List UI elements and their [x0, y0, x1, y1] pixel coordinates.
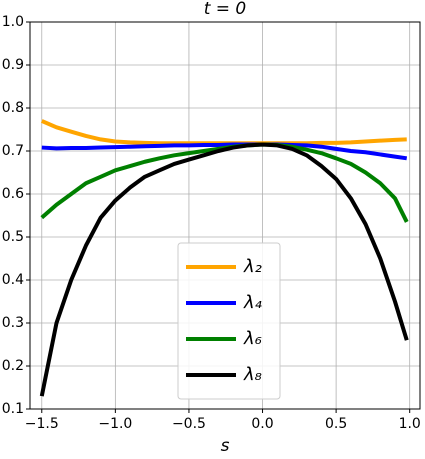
- y-tick-label: 0.3: [2, 315, 24, 331]
- x-axis-label: s: [221, 436, 230, 455]
- x-tick-label: 1.0: [399, 416, 421, 432]
- legend-label: λ₈: [243, 364, 262, 385]
- chart-title: t = 0: [204, 0, 247, 19]
- data-line: [40, 119, 407, 146]
- legend: λ₂ λ₄ λ₆ λ₈: [177, 242, 281, 400]
- data-line: [41, 142, 408, 161]
- legend-box: [177, 242, 281, 400]
- legend-label: λ₂: [243, 256, 262, 277]
- legend-label: λ₄: [243, 292, 263, 313]
- x-tick-label: 0.5: [325, 416, 347, 432]
- y-tick-label: 0.6: [2, 186, 24, 202]
- data-line: [40, 142, 409, 223]
- data-line: [39, 142, 409, 397]
- x-tick-label: −0.5: [172, 416, 206, 432]
- y-tick-label: 0.9: [2, 57, 24, 73]
- y-tick-label: 0.1: [2, 401, 24, 417]
- y-tick-label: 0.5: [2, 229, 24, 245]
- y-tick-label: 0.2: [2, 358, 24, 374]
- y-tick-label: 1.0: [2, 14, 24, 30]
- y-tick-label: 0.7: [2, 143, 24, 159]
- y-tick-label: 0.4: [2, 272, 24, 288]
- y-tick-label: 0.8: [2, 100, 24, 116]
- x-tick-label: −1.5: [25, 416, 59, 432]
- legend-label: λ₆: [243, 328, 262, 349]
- x-tick-label: −1.0: [98, 416, 132, 432]
- x-tick-label: 0.0: [251, 416, 273, 432]
- plot-frame: [29, 21, 421, 410]
